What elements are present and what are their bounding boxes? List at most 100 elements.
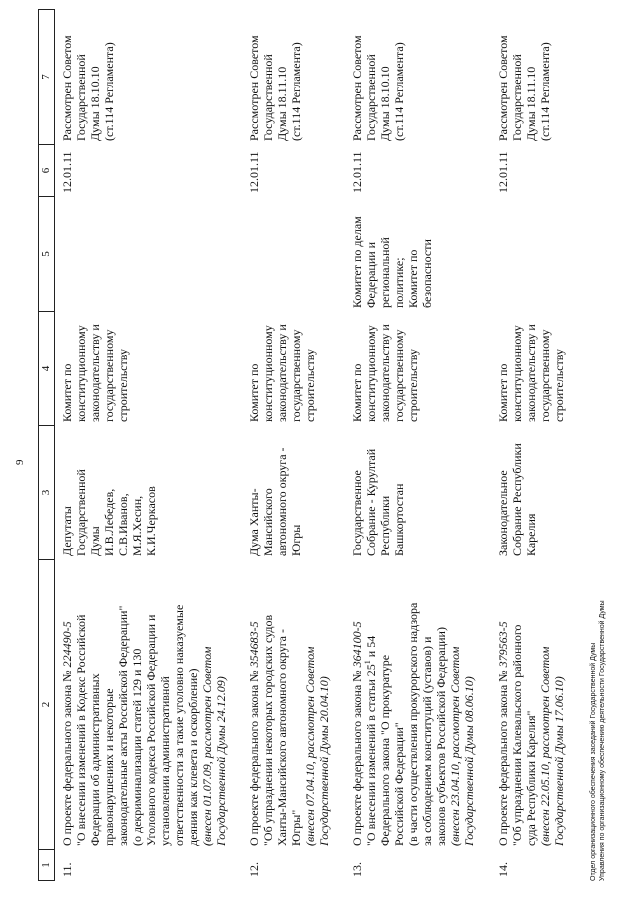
text-line: Мансийского bbox=[261, 488, 275, 556]
text-line: 12.01.11 bbox=[247, 151, 261, 193]
text-line: государственному bbox=[102, 329, 116, 422]
text-line: безопасности bbox=[420, 239, 434, 308]
text-line: Государственной bbox=[364, 54, 378, 141]
header-cell-1: 1 bbox=[38, 849, 55, 881]
text-line: Комитет по делам bbox=[350, 216, 364, 308]
initiator: Государственное Собрание - Курултай Респуб… bbox=[350, 449, 406, 556]
text-line: Комитет по bbox=[350, 363, 364, 422]
text-line: Думы 18.10.10 bbox=[378, 66, 392, 141]
text-line: Собрание - Курултай bbox=[364, 448, 378, 556]
text-line: законодательству и bbox=[275, 324, 289, 422]
text-line: Думы 18.11.10 bbox=[275, 66, 289, 141]
initiator: Депутаты Государственной Думы И.В.Лебедев, С… bbox=[60, 469, 158, 556]
text-line: (внесен 07.04.10, рассмотрен Советом bbox=[303, 646, 317, 846]
text-line: (внесен 23.04.10, рассмотрен Советом bbox=[448, 646, 462, 846]
row-number: 13. bbox=[350, 862, 364, 877]
text-line: Югры bbox=[289, 524, 303, 556]
text-line: Комитет по bbox=[496, 363, 510, 422]
text-line: государственному bbox=[392, 329, 406, 422]
text-line: (о декриминализации статей 129 и 130 bbox=[130, 648, 144, 846]
text-line: Законодательное bbox=[496, 470, 510, 556]
text-line: "Об упразднении некоторых городских судо… bbox=[261, 614, 275, 846]
responsible-committee: Комитет по конституционному законодательст… bbox=[350, 324, 420, 422]
bill-description: О проекте федерального закона № 224490-5… bbox=[60, 605, 228, 846]
status: Рассмотрен Советом Государственной Думы 18… bbox=[350, 35, 406, 141]
text-line: Комитет по bbox=[247, 363, 261, 422]
text-line: М.Я.Хесин, bbox=[130, 495, 144, 556]
row-number: 12. bbox=[247, 862, 261, 877]
text-line: строительству bbox=[406, 349, 420, 422]
text-line: Комитет по bbox=[60, 363, 74, 422]
text-line: Думы 18.11.10 bbox=[524, 66, 538, 141]
text-line: С.В.Иванов, bbox=[116, 493, 130, 556]
footer-line-1: Отдел организационного обеспечения засед… bbox=[590, 642, 597, 881]
text-line: 12.01.11 bbox=[350, 151, 364, 193]
text-line: конституционному bbox=[261, 325, 275, 422]
text-line: 14. bbox=[496, 862, 510, 877]
text-line: строительству bbox=[552, 349, 566, 422]
text-line: Государственной bbox=[510, 54, 524, 141]
text-line: Югры" bbox=[289, 809, 303, 846]
status: Рассмотрен Советом Государственной Думы 18… bbox=[496, 35, 552, 141]
footer: Отдел организационного обеспечения засед… bbox=[590, 600, 607, 881]
date: 12.01.11 bbox=[60, 151, 74, 193]
header-cell-7: 7 bbox=[38, 9, 55, 145]
row-number: 14. bbox=[496, 862, 510, 877]
text-line: (внесен 22.05.10, рассмотрен Советом bbox=[538, 646, 552, 846]
text-line: Государственное bbox=[350, 470, 364, 556]
header-cell-2: 2 bbox=[38, 559, 55, 850]
text-line: конституционному bbox=[510, 325, 524, 422]
text-line: Комитет по bbox=[406, 249, 420, 308]
text-line: Думы bbox=[88, 526, 102, 556]
text-line: Российской Федерации" bbox=[392, 722, 406, 846]
text-line: строительству bbox=[116, 349, 130, 422]
text-line: установлении административной bbox=[158, 676, 172, 846]
text-line: Думы 18.10.10 bbox=[88, 66, 102, 141]
text-line: 13. bbox=[350, 862, 364, 877]
text-line: региональной bbox=[378, 237, 392, 308]
text-line: 12.01.11 bbox=[496, 151, 510, 193]
row-number: 11. bbox=[60, 862, 74, 877]
text-line: Федерации и bbox=[364, 241, 378, 308]
text-line: Рассмотрен Советом bbox=[60, 35, 74, 141]
text-line: О проекте федерального закона № 354683-5 bbox=[247, 621, 261, 846]
header-cell-3: 3 bbox=[38, 425, 55, 560]
text-line: законодательству и bbox=[524, 324, 538, 422]
text-line: И.В.Лебедев, bbox=[102, 488, 116, 556]
text-line: строительству bbox=[303, 349, 317, 422]
text-line: Собрание Республики bbox=[510, 443, 524, 556]
status: Рассмотрен Советом Государственной Думы 18… bbox=[60, 35, 116, 141]
text-line: "О внесении изменений в Кодекс Российско… bbox=[74, 614, 88, 846]
header-cell-4: 4 bbox=[38, 311, 55, 426]
header-cell-6: 6 bbox=[38, 144, 55, 197]
text-line: Республики bbox=[378, 495, 392, 556]
text-line: конституционному bbox=[364, 325, 378, 422]
initiator: Дума Ханты- Мансийского автономного округа… bbox=[247, 447, 303, 556]
responsible-committee: Комитет по конституционному законодательст… bbox=[247, 324, 317, 422]
text-line: Дума Ханты- bbox=[247, 488, 261, 556]
text-line: (ст.114 Регламента) bbox=[538, 42, 552, 141]
text-line: за соблюдением конституций (уставов) и bbox=[420, 636, 434, 846]
text-line: О проекте федерального закона № 379563-5 bbox=[496, 621, 510, 846]
bill-description: О проекте федерального закона № 354683-5… bbox=[247, 615, 331, 846]
text-line: Башкортостан bbox=[392, 483, 406, 556]
text-line: Государственной Думы 24.12.09) bbox=[214, 676, 228, 846]
text-line: О проекте федерального закона № 364100-5 bbox=[350, 621, 364, 846]
header-cell-5: 5 bbox=[38, 196, 55, 312]
text-line: суда Республики Карелия" bbox=[524, 710, 538, 846]
text-line: К.И.Черкасов bbox=[144, 486, 158, 556]
text-line: Федерального закона "О прокуратуре bbox=[378, 654, 392, 846]
text-line: 12. bbox=[247, 862, 261, 877]
text-line: (ст.114 Регламента) bbox=[102, 42, 116, 141]
bill-description: О проекте федерального закона № 364100-5… bbox=[350, 603, 476, 846]
text-line: автономного округа - bbox=[275, 447, 289, 556]
text-line: государственному bbox=[289, 329, 303, 422]
date: 12.01.11 bbox=[247, 151, 261, 193]
text-line: правонарушениях и некоторые bbox=[102, 688, 116, 846]
text-line: (внесен 01.07.09, рассмотрен Советом bbox=[200, 646, 214, 846]
text-line: "Об упразднении Калевальского районного bbox=[510, 624, 524, 846]
text-line: государственному bbox=[538, 329, 552, 422]
text-line: Государственной Думы 17.06.10) bbox=[552, 676, 566, 846]
text-line: (ст.114 Регламента) bbox=[392, 42, 406, 141]
